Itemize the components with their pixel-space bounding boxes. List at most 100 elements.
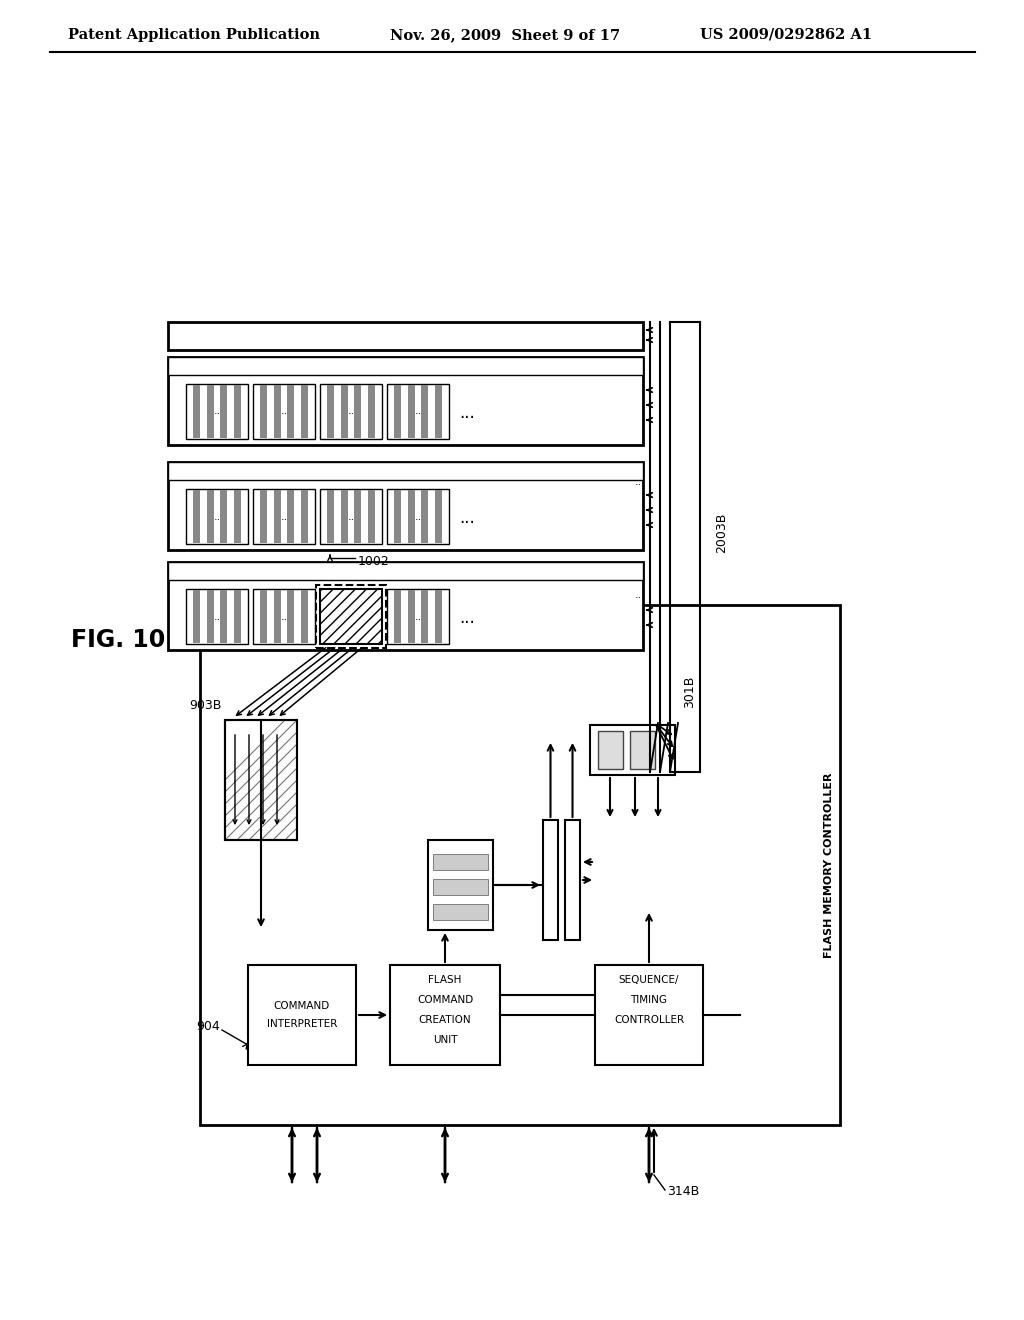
- Bar: [260, 385, 267, 438]
- Text: 2003B: 2003B: [716, 512, 728, 553]
- Bar: [394, 590, 400, 643]
- Bar: [260, 490, 267, 543]
- Text: TIMING: TIMING: [631, 995, 668, 1005]
- Bar: [394, 385, 400, 438]
- Bar: [193, 590, 200, 643]
- Bar: [341, 490, 347, 543]
- Bar: [408, 590, 415, 643]
- Bar: [390, 965, 500, 1065]
- Text: ..: ..: [635, 590, 642, 601]
- Bar: [543, 820, 558, 940]
- Bar: [354, 490, 361, 543]
- Bar: [273, 490, 281, 543]
- Text: ..: ..: [213, 407, 220, 417]
- Bar: [319, 384, 382, 440]
- Text: ...: ...: [459, 404, 475, 422]
- Bar: [207, 385, 214, 438]
- Bar: [220, 590, 227, 643]
- Text: ..: ..: [415, 611, 422, 622]
- Bar: [288, 590, 294, 643]
- Text: ..: ..: [415, 511, 422, 521]
- Bar: [301, 490, 308, 543]
- Bar: [234, 490, 241, 543]
- Bar: [273, 590, 281, 643]
- Bar: [327, 490, 334, 543]
- Bar: [422, 590, 428, 643]
- Text: ..: ..: [281, 611, 288, 622]
- Bar: [408, 385, 415, 438]
- Text: FIG. 10: FIG. 10: [71, 628, 165, 652]
- Bar: [168, 322, 643, 350]
- Bar: [433, 854, 488, 870]
- Bar: [225, 719, 297, 840]
- Bar: [193, 490, 200, 543]
- Bar: [288, 490, 294, 543]
- Bar: [369, 490, 375, 543]
- Text: ..: ..: [415, 407, 422, 417]
- Bar: [369, 385, 375, 438]
- Bar: [433, 904, 488, 920]
- Bar: [186, 589, 248, 644]
- Text: FLASH: FLASH: [428, 975, 462, 985]
- Bar: [630, 731, 655, 770]
- Text: Nov. 26, 2009  Sheet 9 of 17: Nov. 26, 2009 Sheet 9 of 17: [390, 28, 621, 42]
- Text: ..: ..: [347, 511, 354, 521]
- Text: ..: ..: [213, 611, 220, 622]
- Bar: [168, 562, 643, 579]
- Bar: [387, 384, 449, 440]
- Bar: [200, 605, 840, 1125]
- Bar: [565, 820, 580, 940]
- Text: ..: ..: [281, 407, 288, 417]
- Text: CONTROLLER: CONTROLLER: [614, 1015, 684, 1026]
- Bar: [435, 490, 442, 543]
- Bar: [422, 385, 428, 438]
- Bar: [428, 840, 493, 931]
- Bar: [253, 589, 315, 644]
- Text: 904: 904: [197, 1020, 220, 1034]
- Bar: [253, 488, 315, 544]
- Text: 903B: 903B: [189, 700, 222, 711]
- Text: ..: ..: [213, 511, 220, 521]
- Bar: [260, 590, 267, 643]
- Bar: [193, 385, 200, 438]
- Bar: [220, 385, 227, 438]
- Bar: [433, 879, 488, 895]
- Bar: [435, 385, 442, 438]
- Bar: [168, 462, 643, 550]
- Bar: [234, 385, 241, 438]
- Bar: [273, 385, 281, 438]
- Text: ...: ...: [459, 609, 475, 627]
- Text: UNIT: UNIT: [433, 1035, 458, 1045]
- Bar: [207, 490, 214, 543]
- Bar: [316, 585, 386, 648]
- Text: US 2009/0292862 A1: US 2009/0292862 A1: [700, 28, 872, 42]
- Text: ..: ..: [347, 407, 354, 417]
- Bar: [595, 965, 703, 1065]
- Bar: [207, 590, 214, 643]
- Bar: [408, 490, 415, 543]
- Bar: [234, 590, 241, 643]
- Text: FLASH MEMORY CONTROLLER: FLASH MEMORY CONTROLLER: [824, 772, 834, 958]
- Bar: [435, 590, 442, 643]
- Bar: [327, 385, 334, 438]
- Bar: [288, 385, 294, 438]
- Text: 301B: 301B: [683, 676, 696, 708]
- Text: INTERPRETER: INTERPRETER: [267, 1019, 337, 1030]
- Bar: [590, 725, 675, 775]
- Bar: [301, 385, 308, 438]
- Bar: [186, 384, 248, 440]
- Bar: [225, 719, 297, 840]
- Text: ..: ..: [281, 511, 288, 521]
- Text: :: :: [486, 558, 494, 578]
- Text: 1002: 1002: [358, 554, 390, 568]
- Bar: [253, 384, 315, 440]
- Bar: [354, 385, 361, 438]
- Bar: [598, 731, 623, 770]
- Bar: [168, 562, 643, 649]
- Bar: [186, 488, 248, 544]
- Text: Patent Application Publication: Patent Application Publication: [68, 28, 319, 42]
- Bar: [319, 589, 382, 644]
- Bar: [248, 965, 356, 1065]
- Bar: [168, 356, 643, 445]
- Text: COMMAND: COMMAND: [273, 1001, 330, 1011]
